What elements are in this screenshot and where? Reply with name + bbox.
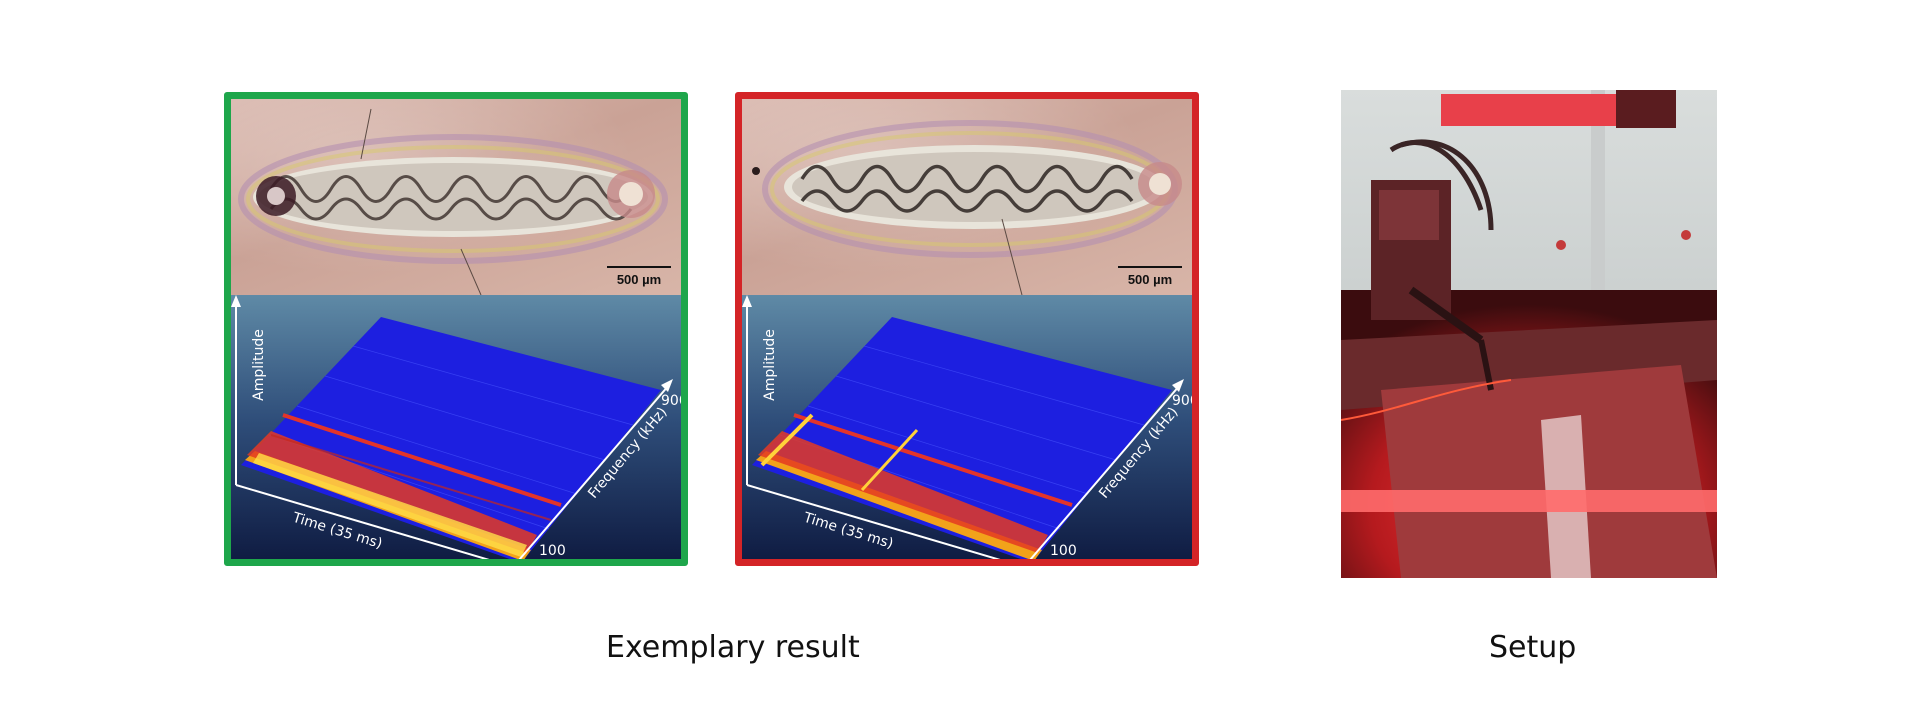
weld-micrograph-bad: 500 µm bbox=[742, 99, 1192, 295]
result-panel-bad: 500 µm Amplitude Time (35 ms) Frequency … bbox=[735, 92, 1199, 566]
spectrogram-bad: Amplitude Time (35 ms) Frequency (kHz) 9… bbox=[742, 295, 1192, 559]
spectrogram-good: Amplitude Time (35 ms) Frequency (kHz) 9… bbox=[231, 295, 681, 559]
frequency-max-label: 900 bbox=[1172, 393, 1199, 409]
results-caption: Exemplary result bbox=[606, 630, 860, 665]
amplitude-axis-label: Amplitude bbox=[250, 329, 267, 401]
amplitude-axis-label: Amplitude bbox=[761, 329, 778, 401]
scale-bar-label: 500 µm bbox=[1127, 272, 1173, 287]
frequency-max-label: 900 bbox=[661, 393, 688, 409]
frequency-min-label: 100 bbox=[1050, 543, 1077, 559]
weld-micrograph-good: 500 µm bbox=[231, 99, 681, 295]
scale-bar: 500 µm bbox=[607, 266, 671, 287]
setup-caption: Setup bbox=[1489, 630, 1577, 665]
scale-bar-label: 500 µm bbox=[616, 272, 662, 287]
scale-bar: 500 µm bbox=[1118, 266, 1182, 287]
result-panel-good: 500 µm Amplitude Time (35 ms) Frequency … bbox=[224, 92, 688, 566]
frequency-min-label: 100 bbox=[539, 543, 566, 559]
setup-photo bbox=[1341, 90, 1717, 578]
